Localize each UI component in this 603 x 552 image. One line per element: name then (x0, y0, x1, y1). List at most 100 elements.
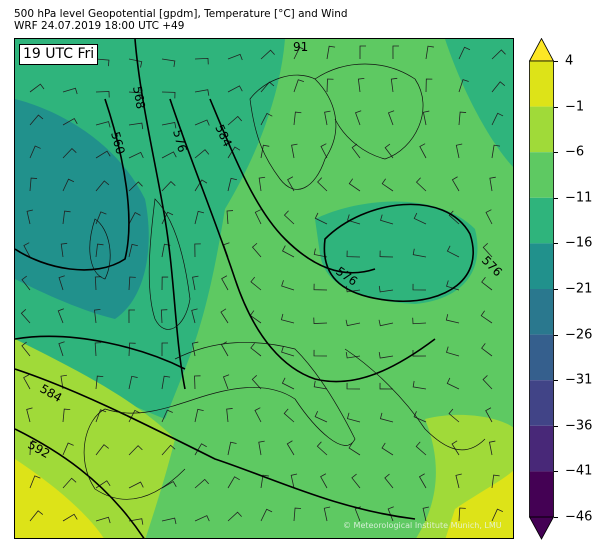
wind-barb (29, 475, 41, 489)
wind-barb (128, 309, 135, 324)
wind-barb (320, 143, 328, 159)
temp-field-cold-northeast (445, 39, 513, 167)
wind-barb (29, 145, 41, 159)
colorbar-segment (529, 61, 554, 107)
wind-barb (347, 214, 361, 225)
wind-barb (258, 440, 265, 456)
colorbar-tick-label: −31 (565, 372, 593, 388)
wind-barb (448, 210, 460, 225)
wind-barb (412, 380, 427, 390)
wind-barb (26, 209, 33, 225)
wind-barb (480, 310, 493, 324)
wind-barb (491, 112, 504, 126)
wind-barb (128, 276, 136, 291)
wind-barb (222, 374, 230, 390)
wind-barb (412, 350, 427, 357)
wind-barb (161, 58, 176, 68)
colorbar-tick-mark (554, 61, 558, 62)
wind-barb (491, 474, 500, 489)
wind-barb (62, 178, 75, 192)
wind-barb (227, 53, 243, 61)
wind-barb (354, 506, 361, 522)
wind-barb (23, 242, 31, 258)
wind-barb (128, 518, 144, 525)
wind-barb (250, 276, 262, 291)
wind-barb (378, 285, 394, 293)
wind-barb (161, 211, 174, 225)
wind-barb (316, 441, 328, 456)
wind-barb (412, 283, 427, 291)
wind-barb (283, 210, 295, 225)
wind-barb (313, 317, 328, 324)
wind-barb (95, 516, 111, 524)
wind-barb (128, 243, 138, 258)
temp-field-cold-east (315, 201, 478, 304)
wind-barb (62, 477, 77, 489)
colorbar-segment (529, 152, 554, 198)
wind-barb (128, 375, 138, 390)
wind-barb (455, 473, 462, 489)
wind-barb (324, 110, 331, 126)
wind-barb (194, 149, 210, 159)
wind-barb (345, 319, 361, 327)
wind-barb (379, 382, 394, 390)
wind-barb (379, 250, 394, 258)
wind-barb (314, 212, 328, 225)
wind-barb (161, 151, 177, 159)
wind-barb (95, 58, 110, 67)
wind-barb (62, 210, 71, 225)
colorbar-segment (529, 334, 554, 381)
contour-label: 576 (170, 128, 189, 154)
wind-barb (286, 440, 295, 456)
wind-barb (458, 79, 469, 93)
wind-barb (488, 440, 496, 456)
wind-barb (290, 473, 298, 489)
wind-barb (323, 506, 331, 522)
colorbar-segment (529, 243, 554, 289)
colorbar-tick-label: −36 (565, 418, 593, 434)
wind-barb (95, 375, 104, 390)
wind-barb (293, 507, 302, 522)
wind-barb (481, 277, 493, 291)
wind-barb (95, 180, 110, 192)
colorbar-tick-label: −46 (565, 509, 593, 525)
colorbar-tick-label: −6 (565, 144, 585, 160)
wind-barb (413, 411, 427, 423)
wind-barb (458, 111, 467, 126)
wind-barb (21, 275, 31, 291)
wind-barb (161, 91, 176, 99)
wind-barb (194, 89, 210, 96)
wind-barb (62, 442, 74, 456)
wind-barb (128, 151, 144, 159)
wind-barb (95, 121, 111, 128)
wind-barb (491, 49, 506, 60)
colorbar-tick-mark (554, 106, 558, 108)
wind-barb (281, 280, 295, 291)
contour-576-west (169, 98, 436, 383)
wind-barb (378, 352, 394, 359)
chart-title: 500 hPa level Geopotential [gpdm], Tempe… (14, 8, 348, 20)
colorbar-segment (529, 471, 554, 517)
colorbar-tick-mark (554, 471, 558, 473)
contour-576-southwest (15, 335, 186, 370)
wind-barb (422, 110, 430, 126)
wind-barb (387, 110, 395, 126)
wind-barb (313, 380, 328, 390)
wind-barb (422, 506, 430, 522)
wind-barb (62, 118, 78, 126)
wind-barb (221, 275, 229, 291)
wind-barb (415, 441, 427, 456)
wind-barb (448, 408, 460, 423)
wind-barb (128, 181, 143, 192)
wind-barb (380, 214, 394, 225)
colorbar-tick-label: −41 (565, 463, 593, 479)
wind-barb (445, 314, 460, 324)
wind-barb (317, 177, 328, 192)
wind-barb (227, 511, 242, 522)
wind-barb (95, 409, 107, 423)
colorbar-tick-mark (554, 243, 558, 245)
wind-barb (378, 319, 394, 327)
wind-barb (314, 410, 328, 423)
wind-barb (128, 58, 143, 68)
colorbar-segment (529, 106, 554, 153)
